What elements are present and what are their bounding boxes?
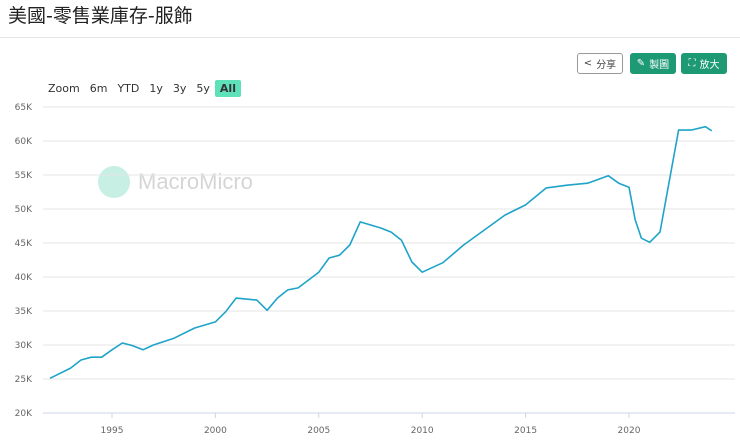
y-tick-label: 20K bbox=[15, 409, 33, 419]
x-tick-label: 2005 bbox=[307, 426, 330, 436]
expand-icon: ⛶ bbox=[688, 58, 696, 69]
share-button[interactable]: < 分享 bbox=[577, 53, 623, 74]
range-6m[interactable]: 6m bbox=[89, 82, 108, 95]
y-tick-label: 35K bbox=[15, 307, 33, 317]
watermark-text: MacroMicro bbox=[138, 169, 253, 194]
y-tick-label: 65K bbox=[15, 103, 33, 113]
range-all[interactable]: All bbox=[214, 80, 241, 97]
y-tick-label: 30K bbox=[15, 341, 33, 351]
x-tick-label: 2000 bbox=[204, 426, 227, 436]
x-tick-label: 2020 bbox=[618, 426, 641, 436]
zoom-label: Zoom bbox=[48, 82, 80, 95]
range-5y[interactable]: 5y bbox=[196, 82, 210, 95]
range-selector: Zoom 6m YTD 1y 3y 5y All bbox=[43, 80, 241, 97]
y-tick-label: 50K bbox=[15, 205, 33, 215]
y-tick-label: 25K bbox=[15, 375, 33, 385]
draw-label: 製圖 bbox=[649, 60, 670, 71]
draw-chart-button[interactable]: ✎ 製圖 bbox=[630, 53, 676, 74]
y-tick-label: 55K bbox=[15, 171, 33, 181]
series-line bbox=[49, 125, 713, 380]
y-tick-label: 60K bbox=[15, 137, 33, 147]
range-3y[interactable]: 3y bbox=[172, 82, 187, 95]
x-tick-label: 2010 bbox=[411, 426, 434, 436]
y-tick-label: 45K bbox=[15, 239, 33, 249]
macromicro-logo-icon bbox=[98, 166, 130, 198]
header: 美國-零售業庫存-服飾 bbox=[0, 0, 740, 38]
share-label: 分享 bbox=[596, 60, 617, 71]
expand-label: 放大 bbox=[699, 60, 720, 71]
range-ytd[interactable]: YTD bbox=[117, 82, 140, 95]
share-icon: < bbox=[583, 58, 593, 69]
pencil-icon: ✎ bbox=[636, 58, 646, 69]
x-tick-label: 2015 bbox=[514, 426, 537, 436]
x-tick-label: 1995 bbox=[101, 426, 124, 436]
page-title: 美國-零售業庫存-服飾 bbox=[8, 5, 193, 27]
y-tick-label: 40K bbox=[15, 273, 33, 283]
expand-button[interactable]: ⛶ 放大 bbox=[681, 53, 727, 74]
watermark: MacroMicro bbox=[98, 166, 253, 198]
range-1y[interactable]: 1y bbox=[149, 82, 163, 95]
